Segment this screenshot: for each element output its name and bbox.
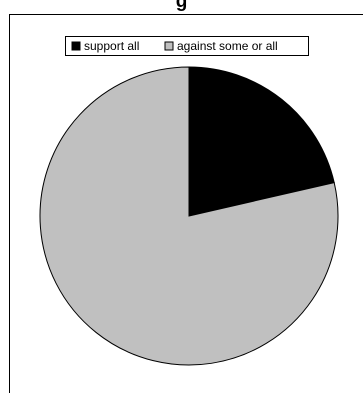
legend-label-against-some-or-all: against some or all	[177, 39, 278, 53]
legend-swatch-support-all	[71, 41, 81, 51]
pie-slices	[39, 66, 339, 366]
chart-title: g	[175, 0, 188, 12]
pie-slice-against-some-or-all	[39, 66, 339, 366]
legend-box	[65, 36, 309, 56]
pie-slice-support-all	[188, 66, 335, 217]
legend: support all against some or all	[65, 36, 309, 56]
legend-swatch-against-some-or-all	[164, 41, 174, 51]
legend-label-support-all: support all	[84, 39, 139, 53]
